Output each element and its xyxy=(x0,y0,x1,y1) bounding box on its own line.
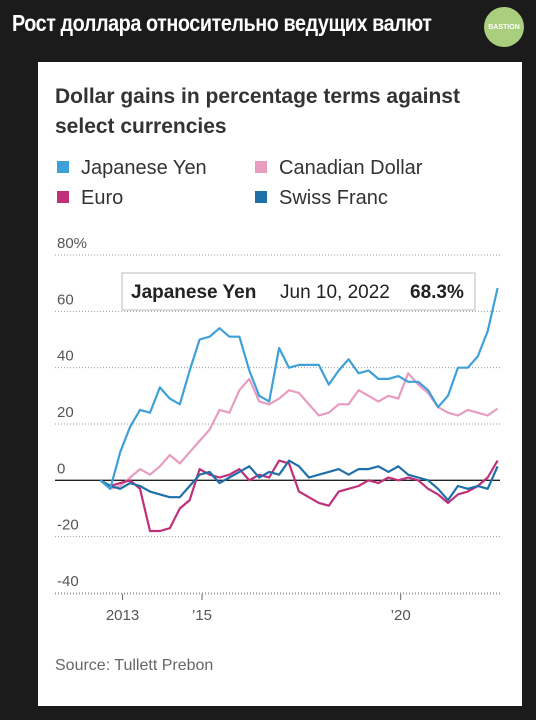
tooltip-value: 68.3% xyxy=(410,282,464,303)
tooltip: Japanese Yen Jun 10, 2022 68.3% xyxy=(121,272,476,311)
y-tick-label: 40 xyxy=(57,348,74,365)
tooltip-box xyxy=(121,272,476,311)
y-tick-label: 20 xyxy=(57,404,74,421)
source: Source: Tullett Prebon xyxy=(55,657,213,674)
y-tick-label: 0 xyxy=(57,460,65,477)
series-line xyxy=(99,372,499,490)
y-tick-label: 80% xyxy=(57,235,87,252)
x-tick-label: ’15 xyxy=(192,607,212,624)
x-tick-label: 2013 xyxy=(106,607,139,624)
legend-swatch xyxy=(57,191,69,203)
series-line xyxy=(99,287,499,490)
series-line xyxy=(99,459,499,533)
x-tick-label: ’20 xyxy=(391,607,411,624)
legend-label: Swiss Franc xyxy=(279,187,388,209)
y-tick-label: -20 xyxy=(57,517,79,534)
chart-panel: Dollar gains in percentage terms against… xyxy=(38,62,522,706)
legend-label: Euro xyxy=(81,187,123,209)
legend-swatch xyxy=(57,161,69,173)
legend-label: Japanese Yen xyxy=(81,157,207,179)
tooltip-series: Japanese Yen xyxy=(131,282,256,303)
legend-swatch xyxy=(255,191,267,203)
legend-label: Canadian Dollar xyxy=(279,157,423,179)
header-title: Рост доллара относительно ведущих валют xyxy=(12,10,432,36)
y-tick-label: 60 xyxy=(57,291,74,308)
y-tick-label: -40 xyxy=(57,573,79,590)
logo: BASTION xyxy=(484,7,524,47)
chart-title: Dollar gains in percentage terms against… xyxy=(55,85,460,138)
legend-swatch xyxy=(255,161,267,173)
tooltip-date: Jun 10, 2022 xyxy=(280,282,390,303)
series-line xyxy=(99,459,499,502)
